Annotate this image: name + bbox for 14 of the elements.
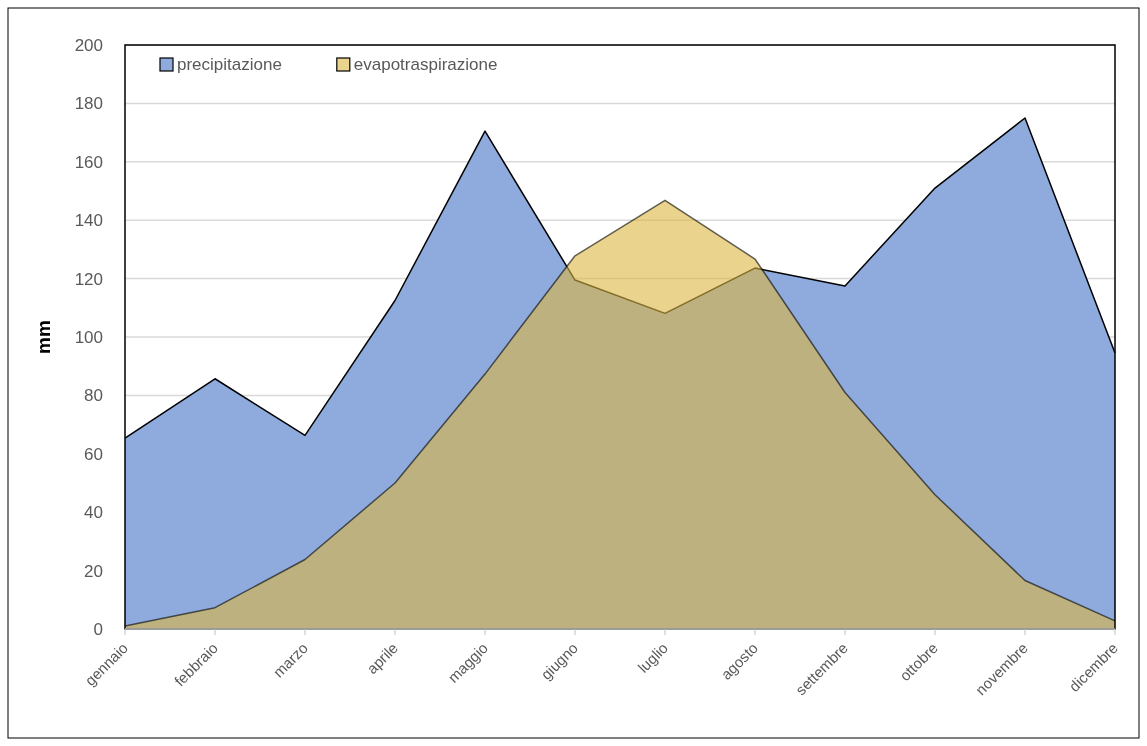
- y-tick-label: 160: [74, 152, 103, 172]
- y-tick-label: 0: [93, 620, 103, 639]
- y-tick-label: 80: [84, 386, 103, 406]
- y-axis-title: mm: [33, 320, 54, 354]
- y-tick-label: 180: [74, 94, 103, 114]
- y-tick-label: 140: [74, 211, 103, 231]
- legend-label: evapotraspirazione: [353, 55, 498, 74]
- y-tick-label: 200: [74, 36, 103, 55]
- y-tick-label: 60: [84, 444, 103, 464]
- y-tick-label: 40: [84, 503, 103, 523]
- legend-label: precipitazione: [177, 55, 282, 74]
- y-tick-label: 20: [84, 561, 103, 581]
- y-tick-label: 120: [74, 269, 103, 289]
- y-tick-label: 100: [74, 328, 103, 347]
